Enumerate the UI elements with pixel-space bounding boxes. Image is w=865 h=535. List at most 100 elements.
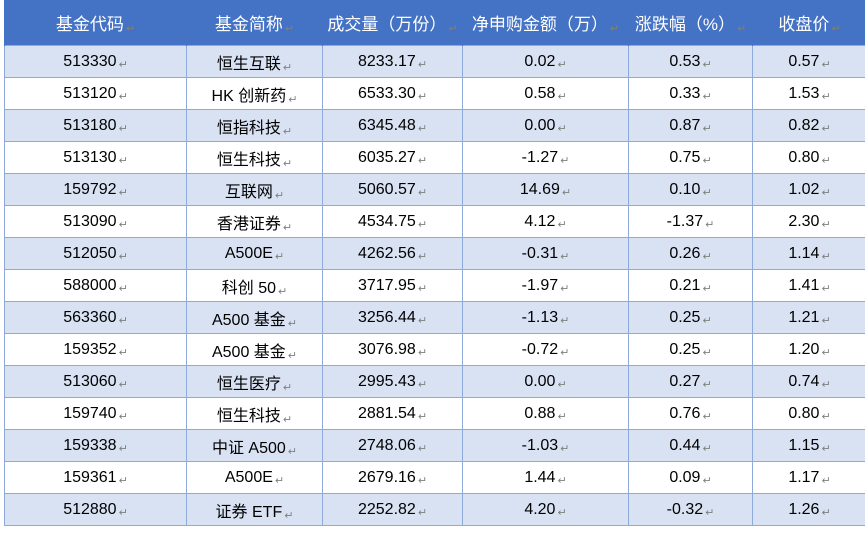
- cell-fund-name: 恒指科技 ↵: [186, 109, 323, 142]
- cell-volume: 8233.17 ↵: [322, 45, 463, 78]
- cell-volume: 2881.54 ↵: [322, 397, 463, 430]
- cell-fund-code: 159338 ↵: [4, 429, 187, 462]
- cell-close-price: 1.17 ↵: [752, 461, 865, 494]
- cell-change-pct: 0.25 ↵: [628, 333, 753, 366]
- header-close-price: 收盘价 ↵: [752, 0, 865, 46]
- cell-volume: 4534.75 ↵: [322, 205, 463, 238]
- cell-volume: 4262.56 ↵: [322, 237, 463, 270]
- cell-fund-code: 513330 ↵: [4, 45, 187, 78]
- table-row: 513090 ↵ 香港证券 ↵ 4534.75 ↵ 4.12 ↵ -1.37 ↵ 2.30 ↵: [4, 205, 865, 238]
- table-row: 159352 ↵ A500 基金 ↵ 3076.98 ↵ -0.72 ↵ 0.25 ↵ 1.20 ↵: [4, 333, 865, 366]
- table-row: 513330 ↵ 恒生互联 ↵ 8233.17 ↵ 0.02 ↵ 0.53 ↵ 0.57 ↵: [4, 45, 865, 78]
- cell-volume: 5060.57 ↵: [322, 173, 463, 206]
- cell-fund-code: 588000 ↵: [4, 269, 187, 302]
- table-row: 563360 ↵ A500 基金 ↵ 3256.44 ↵ -1.13 ↵ 0.25 ↵ 1.21 ↵: [4, 301, 865, 334]
- cell-fund-code: 159792 ↵: [4, 173, 187, 206]
- cell-fund-name: A500 基金 ↵: [186, 333, 323, 366]
- cell-net-subscription: -0.31 ↵: [462, 237, 629, 270]
- cell-fund-name: 中证 A500 ↵: [186, 429, 323, 462]
- cell-close-price: 1.15 ↵: [752, 429, 865, 462]
- table-row: 513180 ↵ 恒指科技 ↵ 6345.48 ↵ 0.00 ↵ 0.87 ↵ 0.82 ↵: [4, 109, 865, 142]
- cell-fund-code: 563360 ↵: [4, 301, 187, 334]
- cell-volume: 3076.98 ↵: [322, 333, 463, 366]
- cell-change-pct: 0.21 ↵: [628, 269, 753, 302]
- cell-close-price: 1.21 ↵: [752, 301, 865, 334]
- cell-change-pct: 0.76 ↵: [628, 397, 753, 430]
- cell-close-price: 0.57 ↵: [752, 45, 865, 78]
- table-row: 159740 ↵ 恒生科技 ↵ 2881.54 ↵ 0.88 ↵ 0.76 ↵ 0.80 ↵: [4, 397, 865, 430]
- cell-volume: 3717.95 ↵: [322, 269, 463, 302]
- cell-fund-name: 互联网 ↵: [186, 173, 323, 206]
- header-volume: 成交量（万份） ↵: [322, 0, 463, 46]
- cell-net-subscription: 0.00 ↵: [462, 109, 629, 142]
- cell-close-price: 0.74 ↵: [752, 365, 865, 398]
- cell-fund-name: 恒生科技 ↵: [186, 397, 323, 430]
- cell-volume: 3256.44 ↵: [322, 301, 463, 334]
- cell-change-pct: 0.27 ↵: [628, 365, 753, 398]
- cell-net-subscription: 1.44 ↵: [462, 461, 629, 494]
- cell-change-pct: 0.25 ↵: [628, 301, 753, 334]
- cell-close-price: 1.53 ↵: [752, 77, 865, 110]
- cell-net-subscription: 4.12 ↵: [462, 205, 629, 238]
- cell-change-pct: 0.87 ↵: [628, 109, 753, 142]
- cell-fund-name: HK 创新药 ↵: [186, 77, 323, 110]
- cell-fund-name: 香港证券 ↵: [186, 205, 323, 238]
- cell-change-pct: 0.44 ↵: [628, 429, 753, 462]
- table-row: 159361 ↵ A500E ↵ 2679.16 ↵ 1.44 ↵ 0.09 ↵ 1.17 ↵: [4, 461, 865, 494]
- cell-volume: 6345.48 ↵: [322, 109, 463, 142]
- cell-fund-code: 513060 ↵: [4, 365, 187, 398]
- cell-volume: 2252.82 ↵: [322, 493, 463, 526]
- cell-net-subscription: 4.20 ↵: [462, 493, 629, 526]
- cell-net-subscription: 0.88 ↵: [462, 397, 629, 430]
- cell-change-pct: 0.09 ↵: [628, 461, 753, 494]
- cell-net-subscription: -0.72 ↵: [462, 333, 629, 366]
- header-fund-code: 基金代码 ↵: [4, 0, 187, 46]
- cell-close-price: 1.20 ↵: [752, 333, 865, 366]
- fund-table-container: 基金代码 ↵ 基金简称 ↵ 成交量（万份） ↵ 净申购金额（万） ↵ 涨跌幅（%） ↵ 收…: [4, 0, 865, 531]
- cell-volume: 6533.30 ↵: [322, 77, 463, 110]
- table-row: 512880 ↵ 证券 ETF ↵ 2252.82 ↵ 4.20 ↵ -0.32 ↵ 1.26 ↵: [4, 493, 865, 526]
- cell-fund-code: 513130 ↵: [4, 141, 187, 174]
- table-row: 159792 ↵ 互联网 ↵ 5060.57 ↵ 14.69 ↵ 0.10 ↵ 1.02 ↵: [4, 173, 865, 206]
- cell-change-pct: -0.32 ↵: [628, 493, 753, 526]
- cell-fund-name: 恒生互联 ↵: [186, 45, 323, 78]
- cell-close-price: 0.80 ↵: [752, 141, 865, 174]
- cell-fund-code: 513120 ↵: [4, 77, 187, 110]
- cell-fund-name: A500E ↵: [186, 237, 323, 270]
- cell-net-subscription: 0.58 ↵: [462, 77, 629, 110]
- cell-close-price: 0.80 ↵: [752, 397, 865, 430]
- cell-fund-name: 证券 ETF ↵: [186, 493, 323, 526]
- cell-fund-code: 512050 ↵: [4, 237, 187, 270]
- cell-change-pct: 0.53 ↵: [628, 45, 753, 78]
- cell-fund-code: 513090 ↵: [4, 205, 187, 238]
- cell-change-pct: 0.26 ↵: [628, 237, 753, 270]
- header-fund-name: 基金简称 ↵: [186, 0, 323, 46]
- table-row: 512050 ↵ A500E ↵ 4262.56 ↵ -0.31 ↵ 0.26 ↵ 1.14 ↵: [4, 237, 865, 270]
- table-row: 513120 ↵ HK 创新药 ↵ 6533.30 ↵ 0.58 ↵ 0.33 ↵ 1.53 ↵: [4, 77, 865, 110]
- cell-net-subscription: 14.69 ↵: [462, 173, 629, 206]
- cell-fund-name: A500 基金 ↵: [186, 301, 323, 334]
- cell-change-pct: -1.37 ↵: [628, 205, 753, 238]
- cell-fund-code: 513180 ↵: [4, 109, 187, 142]
- fund-table: 基金代码 ↵ 基金简称 ↵ 成交量（万份） ↵ 净申购金额（万） ↵ 涨跌幅（%） ↵ 收…: [4, 0, 865, 526]
- table-row: 513060 ↵ 恒生医疗 ↵ 2995.43 ↵ 0.00 ↵ 0.27 ↵ 0.74 ↵: [4, 365, 865, 398]
- cell-close-price: 1.14 ↵: [752, 237, 865, 270]
- table-row: 513130 ↵ 恒生科技 ↵ 6035.27 ↵ -1.27 ↵ 0.75 ↵ 0.80 ↵: [4, 141, 865, 174]
- cell-change-pct: 0.10 ↵: [628, 173, 753, 206]
- cell-fund-code: 159352 ↵: [4, 333, 187, 366]
- cell-net-subscription: 0.00 ↵: [462, 365, 629, 398]
- cell-fund-code: 159740 ↵: [4, 397, 187, 430]
- cell-net-subscription: -1.03 ↵: [462, 429, 629, 462]
- cell-change-pct: 0.75 ↵: [628, 141, 753, 174]
- table-body: 513330 ↵ 恒生互联 ↵ 8233.17 ↵ 0.02 ↵ 0.53 ↵ 0.57 ↵ 51312…: [4, 45, 865, 526]
- cell-volume: 2748.06 ↵: [322, 429, 463, 462]
- cell-volume: 2995.43 ↵: [322, 365, 463, 398]
- cell-fund-code: 159361 ↵: [4, 461, 187, 494]
- header-net-subscription: 净申购金额（万） ↵: [462, 0, 629, 46]
- header-row: 基金代码 ↵ 基金简称 ↵ 成交量（万份） ↵ 净申购金额（万） ↵ 涨跌幅（%） ↵ 收…: [4, 0, 865, 46]
- cell-close-price: 1.41 ↵: [752, 269, 865, 302]
- cell-volume: 2679.16 ↵: [322, 461, 463, 494]
- cell-close-price: 1.02 ↵: [752, 173, 865, 206]
- cell-net-subscription: -1.97 ↵: [462, 269, 629, 302]
- cell-close-price: 0.82 ↵: [752, 109, 865, 142]
